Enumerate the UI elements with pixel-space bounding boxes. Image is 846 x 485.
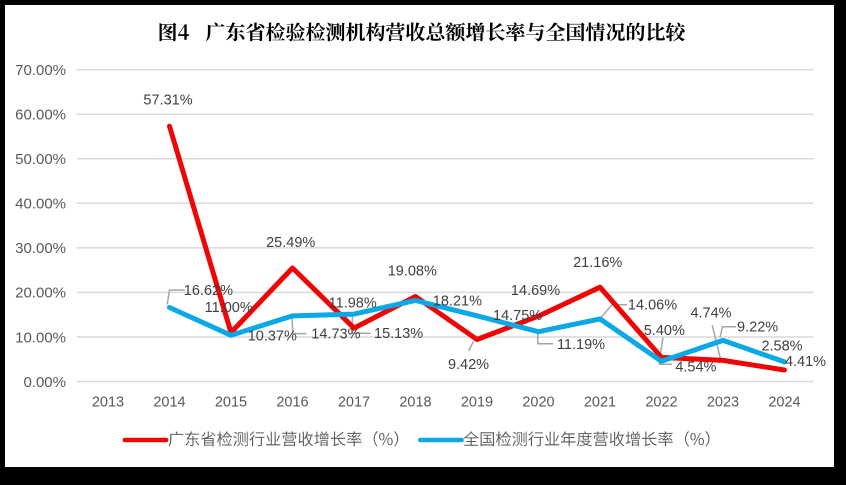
svg-text:14.69%: 14.69% [511,283,560,299]
svg-text:16.62%: 16.62% [184,283,233,299]
svg-text:10.00%: 10.00% [15,329,66,346]
svg-text:5.40%: 5.40% [644,323,685,339]
svg-text:25.49%: 25.49% [266,235,315,251]
svg-text:11.00%: 11.00% [205,300,253,316]
svg-text:30.00%: 30.00% [15,240,66,257]
svg-text:2014: 2014 [153,394,185,410]
svg-text:2020: 2020 [522,394,554,410]
svg-text:2021: 2021 [584,394,616,410]
svg-text:57.31%: 57.31% [143,93,192,109]
svg-text:2016: 2016 [276,394,308,410]
svg-text:18.21%: 18.21% [433,293,482,309]
svg-text:14.75%: 14.75% [493,308,542,324]
svg-text:11.19%: 11.19% [557,337,605,353]
svg-text:2024: 2024 [768,394,800,410]
svg-text:4.74%: 4.74% [690,306,731,322]
svg-text:10.37%: 10.37% [248,329,297,345]
svg-text:2015: 2015 [215,394,247,410]
svg-text:50.00%: 50.00% [15,151,66,168]
svg-text:60.00%: 60.00% [15,107,66,124]
svg-text:9.22%: 9.22% [737,320,778,336]
svg-text:19.08%: 19.08% [388,264,437,280]
svg-text:2017: 2017 [338,394,370,410]
svg-text:15.13%: 15.13% [374,326,423,342]
svg-text:70.00%: 70.00% [15,62,66,79]
svg-text:2.58%: 2.58% [761,339,802,355]
svg-text:14.73%: 14.73% [311,327,360,343]
svg-text:2023: 2023 [707,394,739,410]
svg-text:0.00%: 0.00% [23,374,66,391]
svg-text:40.00%: 40.00% [15,196,66,213]
svg-text:2013: 2013 [92,394,124,410]
svg-text:2019: 2019 [461,394,493,410]
svg-text:9.42%: 9.42% [448,357,489,373]
svg-text:4.41%: 4.41% [785,354,826,370]
svg-text:11.98%: 11.98% [329,296,377,312]
svg-text:14.06%: 14.06% [628,297,677,313]
svg-text:2018: 2018 [399,394,431,410]
svg-text:21.16%: 21.16% [573,255,622,271]
svg-text:20.00%: 20.00% [15,285,66,302]
svg-text:2022: 2022 [645,394,677,410]
svg-text:4.54%: 4.54% [675,359,716,375]
